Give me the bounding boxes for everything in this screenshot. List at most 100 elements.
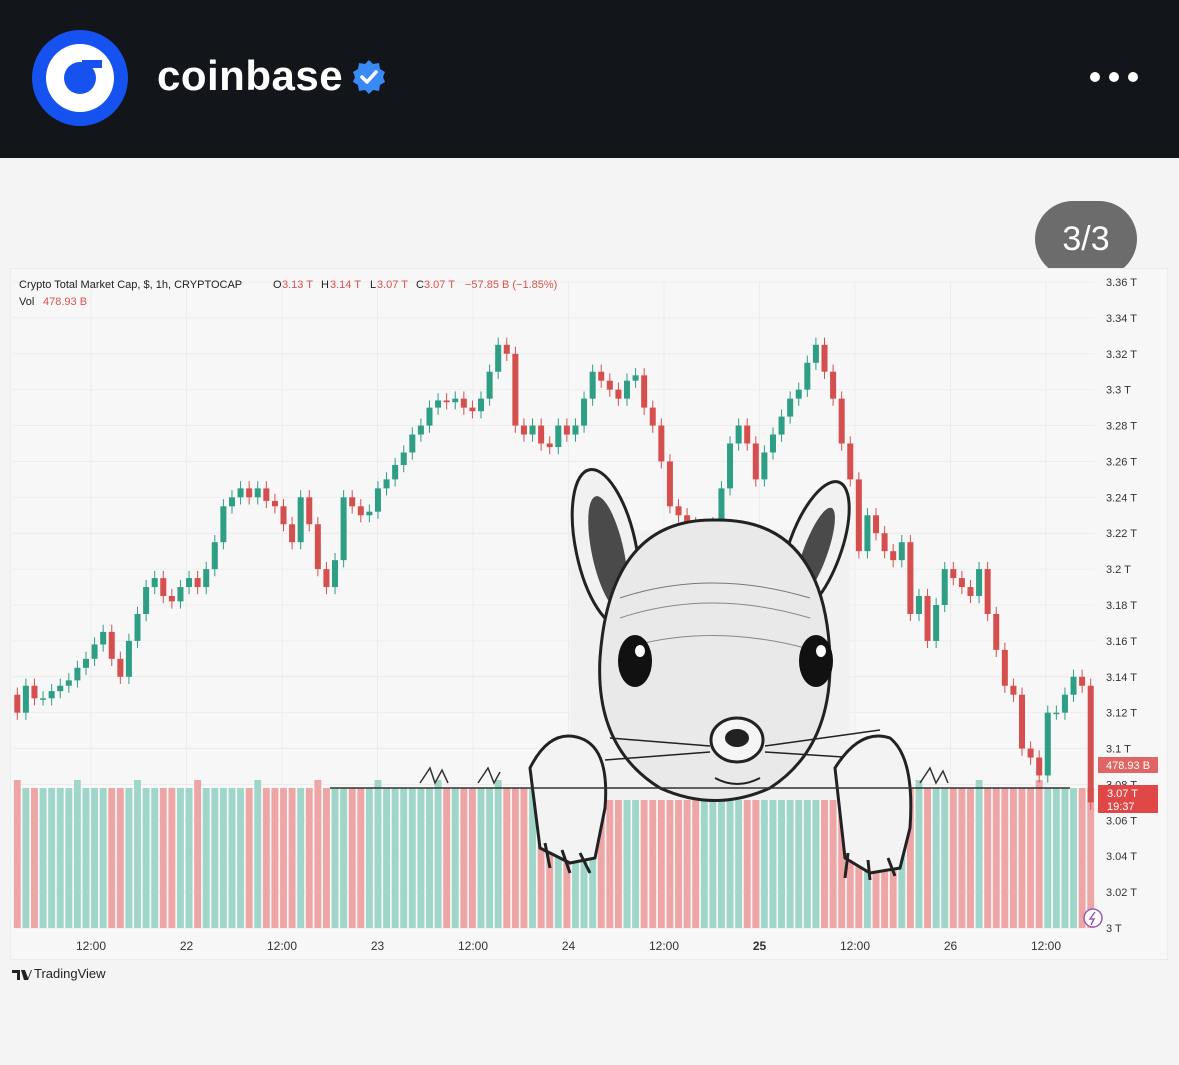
volume-bar [305, 788, 313, 928]
tradingview-logo-icon [12, 970, 32, 980]
volume-bar [297, 788, 305, 928]
candle-body [958, 578, 965, 588]
candle-body [744, 425, 751, 444]
volume-bar [116, 788, 124, 928]
y-tick-label: 3.2 T [1106, 564, 1131, 576]
volume-bar [125, 788, 133, 928]
coinbase-logo-icon[interactable] [32, 30, 128, 126]
candle-body [606, 380, 613, 390]
high-value: 3.14 T [330, 279, 361, 291]
volume-bar [48, 788, 56, 928]
volume-bar [675, 780, 682, 928]
candle-body [735, 425, 742, 444]
candle-body [830, 371, 837, 399]
volume-bar [640, 788, 648, 928]
candle-body [589, 371, 596, 399]
candle-body [993, 613, 1000, 650]
volume-bar [254, 780, 262, 928]
volume-bar [237, 788, 244, 928]
y-tick-label: 3.36 T [1106, 277, 1137, 289]
volume-bar [365, 788, 373, 928]
y-tick-label: 3.26 T [1106, 456, 1137, 468]
candle-body [649, 407, 656, 426]
volume-bar [417, 788, 425, 928]
candle-body [237, 488, 244, 498]
volume-bar [932, 788, 940, 928]
candle-body [14, 694, 21, 713]
volume-bar [65, 788, 73, 928]
candle-body [91, 644, 98, 659]
countdown-text: 19:37 [1107, 801, 1135, 813]
tradingview-brand[interactable]: TradingView [34, 966, 106, 981]
volume-bar [924, 788, 931, 928]
volume-bar [812, 788, 820, 928]
volume-bar [91, 788, 99, 928]
volume-bar [649, 788, 657, 928]
candle-body [658, 425, 665, 462]
candle-body [1027, 748, 1034, 758]
volume-bar [494, 780, 502, 928]
candle-body [186, 578, 193, 588]
volume-bar [56, 788, 64, 928]
volume-bar [503, 788, 511, 928]
volume-bar [657, 788, 665, 928]
candle-body [581, 398, 588, 426]
volume-bar [477, 788, 485, 928]
volume-bar [202, 788, 210, 928]
candle-body [778, 416, 785, 435]
candle-body [194, 578, 201, 588]
volume-bar [271, 788, 279, 928]
candle-body [890, 551, 897, 561]
volume-bar [838, 788, 846, 928]
candle-body [495, 344, 502, 372]
volume-tag-text: 478.93 B [1106, 760, 1150, 772]
candle-body [924, 596, 931, 641]
y-tick-label: 3.24 T [1106, 492, 1137, 504]
volume-bar [13, 780, 21, 928]
candle-body [812, 344, 819, 363]
candle-body [417, 425, 424, 435]
volume-bar [280, 788, 287, 928]
candle-body [503, 344, 510, 354]
x-tick-label: 22 [180, 939, 194, 953]
candle-body [563, 425, 570, 435]
y-tick-label: 3.3 T [1106, 385, 1131, 397]
change-value: −57.85 B (−1.85%) [465, 279, 557, 291]
account-name[interactable]: coinbase [157, 52, 344, 99]
candle-body [57, 685, 64, 692]
candle-body [426, 407, 433, 426]
volume-bar [795, 780, 803, 928]
volume-bar [692, 788, 700, 928]
candle-body [435, 400, 442, 408]
volume-label: Vol [19, 296, 34, 308]
candle-body [718, 488, 725, 525]
svg-text:L: L [370, 279, 376, 291]
candle-body [795, 389, 802, 399]
volume-bar [391, 788, 399, 928]
candle-body [220, 506, 227, 543]
candle-body [1019, 694, 1026, 749]
squirrel-peeking-icon [330, 467, 1070, 881]
more-options-icon[interactable] [1086, 62, 1142, 92]
candle-body [632, 375, 639, 381]
volume-bar [348, 788, 356, 928]
candle-body [641, 375, 648, 408]
x-tick-label: 23 [371, 939, 385, 953]
volume-bar [803, 788, 811, 928]
volume-bar [992, 788, 1000, 928]
volume-bar [108, 788, 116, 928]
candle-body [392, 465, 399, 480]
volume-bar [718, 788, 725, 928]
candle-body [117, 658, 124, 677]
candle-body [409, 434, 416, 453]
candle-body [366, 511, 373, 516]
volume-bar [915, 780, 923, 928]
candle-body [314, 524, 321, 570]
candle-body [280, 506, 287, 525]
candle-body [950, 569, 957, 579]
candle-body [847, 443, 854, 480]
volume-bar [529, 788, 536, 928]
candle-body [967, 587, 974, 597]
volume-bar [1070, 788, 1077, 928]
volume-tag [1098, 757, 1158, 773]
